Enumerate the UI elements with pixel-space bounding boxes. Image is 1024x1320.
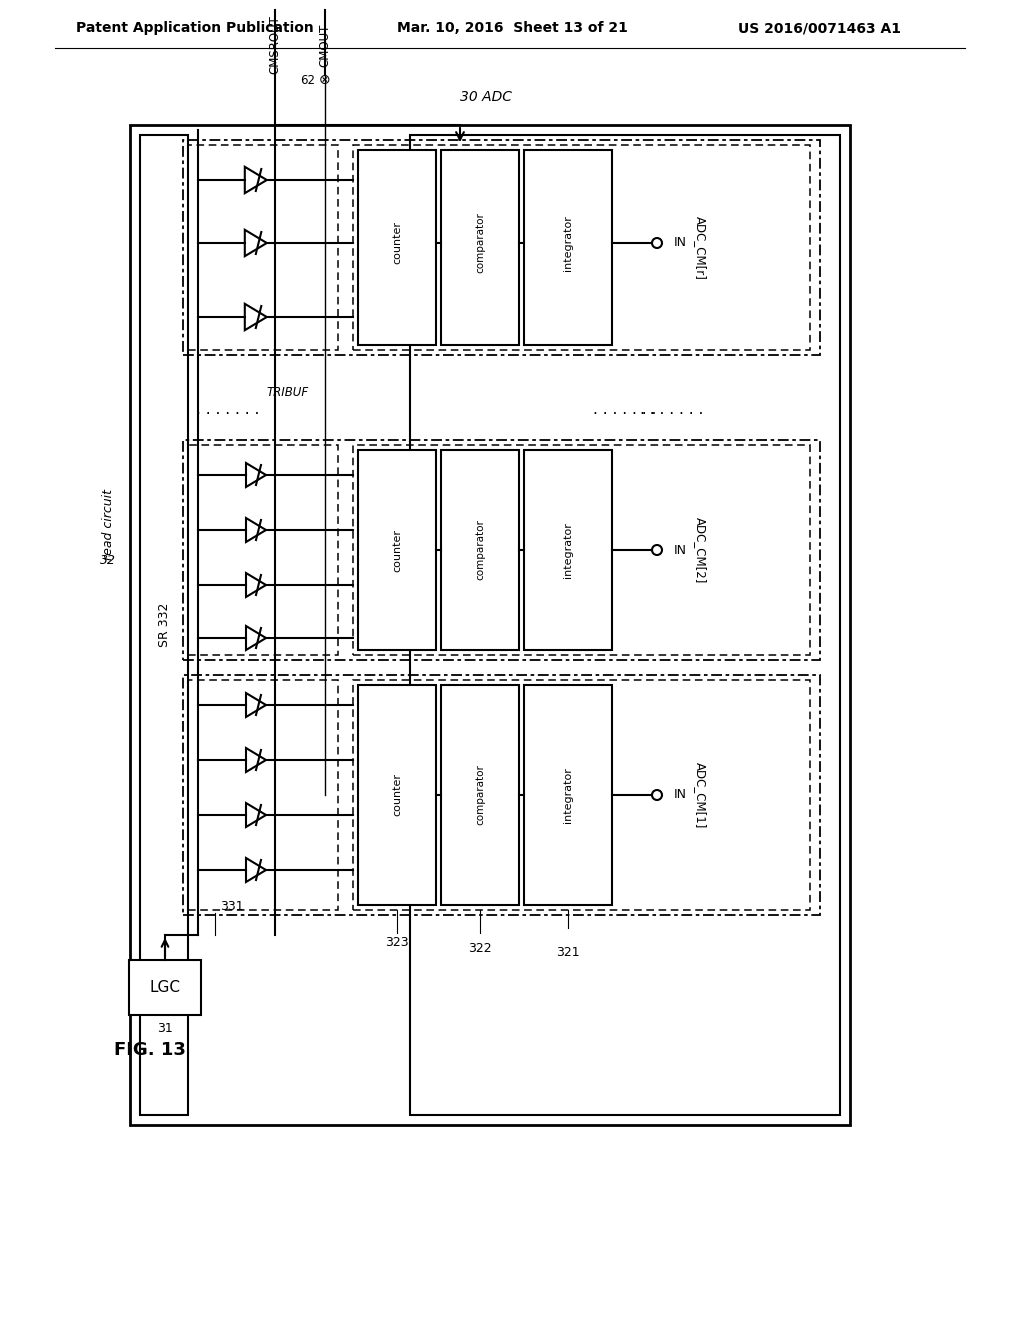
Text: comparator: comparator: [475, 764, 485, 825]
Text: FIG. 13: FIG. 13: [114, 1041, 186, 1059]
Text: LGC: LGC: [150, 981, 180, 995]
Bar: [524, 450, 612, 649]
Bar: [183, 140, 820, 355]
Bar: [358, 450, 436, 649]
Text: 31: 31: [157, 1022, 173, 1035]
Text: . . . . . . .: . . . . . . .: [640, 403, 703, 417]
Text: IN: IN: [674, 544, 687, 557]
Text: read circuit: read circuit: [101, 490, 115, 561]
Text: 331: 331: [220, 900, 244, 913]
Bar: [358, 150, 436, 345]
Text: integrator: integrator: [563, 523, 573, 578]
Bar: [188, 445, 338, 655]
Bar: [140, 135, 188, 1115]
Text: counter: counter: [392, 528, 402, 572]
Bar: [188, 145, 338, 350]
Bar: [524, 150, 612, 345]
Bar: [441, 450, 519, 649]
Text: CMSROUT: CMSROUT: [268, 16, 282, 74]
Bar: [188, 680, 338, 909]
Bar: [524, 685, 612, 906]
Bar: [183, 440, 820, 660]
Text: IN: IN: [674, 788, 687, 801]
Text: . . . . . . .: . . . . . . .: [197, 403, 260, 417]
Text: . . . . . . .: . . . . . . .: [593, 403, 656, 417]
Bar: [129, 960, 201, 1015]
Bar: [353, 145, 810, 350]
Text: Patent Application Publication: Patent Application Publication: [76, 21, 314, 36]
Text: 323: 323: [385, 936, 409, 949]
Text: TRIBUF: TRIBUF: [267, 385, 309, 399]
Text: ADC_CM[1]: ADC_CM[1]: [693, 762, 707, 828]
Text: ADC_CM[r]: ADC_CM[r]: [693, 216, 707, 280]
Bar: [358, 685, 436, 906]
Bar: [130, 125, 850, 1125]
Text: 322: 322: [468, 941, 492, 954]
Text: 32: 32: [100, 553, 116, 566]
Text: ⊗: ⊗: [319, 73, 331, 87]
Text: ADC_CM[2]: ADC_CM[2]: [693, 517, 707, 583]
Bar: [353, 680, 810, 909]
Text: SR 332: SR 332: [158, 603, 171, 647]
Text: US 2016/0071463 A1: US 2016/0071463 A1: [738, 21, 901, 36]
Text: comparator: comparator: [475, 520, 485, 581]
Text: integrator: integrator: [563, 215, 573, 271]
Bar: [441, 685, 519, 906]
Text: counter: counter: [392, 222, 402, 264]
Text: integrator: integrator: [563, 767, 573, 822]
Text: 30 ADC: 30 ADC: [460, 90, 512, 104]
Text: Mar. 10, 2016  Sheet 13 of 21: Mar. 10, 2016 Sheet 13 of 21: [396, 21, 628, 36]
Text: 62: 62: [300, 74, 315, 87]
Text: 321: 321: [556, 946, 580, 960]
Bar: [183, 675, 820, 915]
Bar: [441, 150, 519, 345]
Text: comparator: comparator: [475, 213, 485, 273]
Text: IN: IN: [674, 236, 687, 249]
Text: CMOUT: CMOUT: [318, 24, 332, 67]
Bar: [353, 445, 810, 655]
Bar: [410, 135, 840, 1115]
Text: counter: counter: [392, 774, 402, 817]
